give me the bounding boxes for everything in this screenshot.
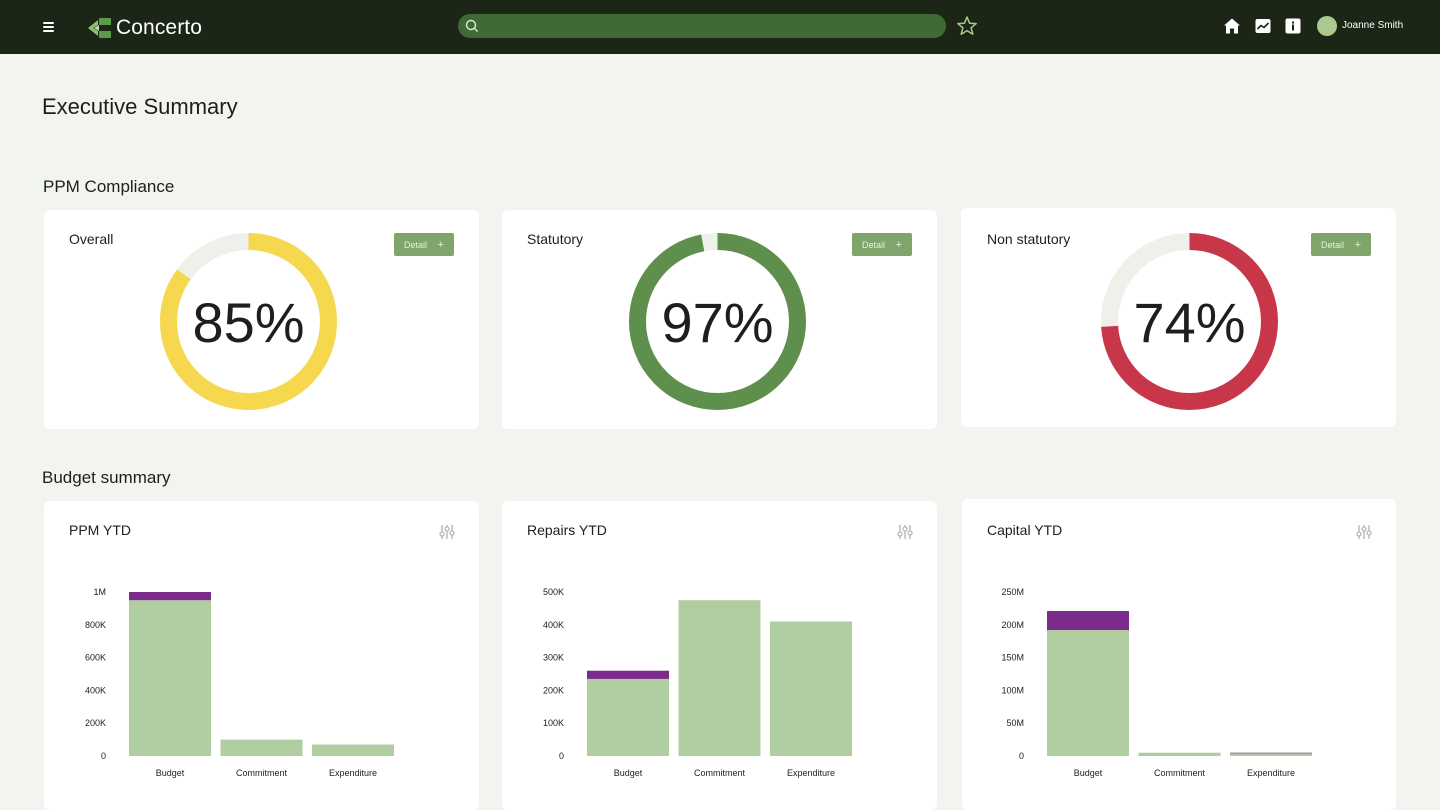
search-input[interactable] <box>458 14 946 38</box>
category-label: Budget <box>156 768 185 778</box>
y-tick-label: 600K <box>85 653 106 663</box>
category-label: Commitment <box>694 768 746 778</box>
gauge-arc <box>160 233 337 410</box>
repairs-ytd-card: Repairs YTD 500K 400K 300K 200K 100K 0 Budget C… <box>502 501 937 810</box>
sliders-icon[interactable] <box>1356 524 1372 540</box>
capital-ytd-card: Capital YTD 250M 200M 150M 100M 50M 0 Budget Co… <box>962 499 1396 810</box>
app-logo[interactable]: Concerto <box>86 14 202 42</box>
overall-compliance-card: Overall Detail + 85% <box>44 210 479 429</box>
overall-detail-button[interactable]: Detail + <box>394 233 454 256</box>
gauge-value: 97% <box>661 291 774 354</box>
gauge-value: 74% <box>1133 291 1246 354</box>
statutory-gauge: 97% <box>629 233 806 410</box>
detail-label: Detail <box>862 239 886 250</box>
star-icon[interactable] <box>956 15 978 37</box>
detail-label: Detail <box>404 239 428 250</box>
card-title: Capital YTD <box>987 522 1063 538</box>
bar-segment-main[interactable] <box>312 744 394 756</box>
page-title: Executive Summary <box>42 94 238 119</box>
home-icon[interactable] <box>1223 17 1241 35</box>
bar-segment-top[interactable] <box>129 592 211 601</box>
bar-segment-main[interactable] <box>1230 753 1312 756</box>
bar-segment-main[interactable] <box>587 678 669 756</box>
compliance-section-title: PPM Compliance <box>43 177 175 196</box>
y-tick-label: 250M <box>1001 587 1024 597</box>
y-tick-label: 200M <box>1001 620 1024 630</box>
y-tick-label: 150M <box>1001 653 1024 663</box>
sliders-icon[interactable] <box>439 524 455 540</box>
bar-segment-main[interactable] <box>678 600 761 756</box>
y-tick-label: 800K <box>85 620 106 630</box>
user-name[interactable]: Joanne Smith <box>1342 20 1404 31</box>
category-label: Commitment <box>1154 768 1206 778</box>
y-tick-label: 0 <box>101 751 106 761</box>
bar-segment-main[interactable] <box>1138 752 1221 756</box>
y-tick-label: 50M <box>1006 718 1024 728</box>
category-label: Budget <box>1074 768 1103 778</box>
y-tick-label: 1M <box>93 587 106 597</box>
y-tick-label: 0 <box>559 751 564 761</box>
category-label: Expenditure <box>1247 768 1295 778</box>
card-title: Overall <box>69 231 114 247</box>
plus-icon: + <box>895 238 902 251</box>
menu-icon[interactable] <box>38 16 60 38</box>
y-tick-label: 200K <box>543 685 564 695</box>
capital-ytd-chart: 250M 200M 150M 100M 50M 0 Budget Commitment Expe… <box>1001 587 1312 778</box>
bar-segment-top[interactable] <box>587 670 669 679</box>
repairs-ytd-chart: 500K 400K 300K 200K 100K 0 Budget Commitment Exp… <box>543 587 852 778</box>
plus-icon: + <box>1354 238 1361 251</box>
y-tick-label: 100M <box>1001 685 1024 695</box>
non-statutory-detail-button[interactable]: Detail + <box>1311 233 1371 256</box>
overall-gauge: 85% <box>160 233 337 410</box>
ppm-ytd-chart: 1M 800K 600K 400K 200K 0 Budget Commitment Expen… <box>85 587 394 778</box>
info-icon[interactable] <box>1284 17 1302 35</box>
y-tick-label: 400K <box>85 685 106 695</box>
bar-segment-top[interactable] <box>1047 611 1129 631</box>
detail-label: Detail <box>1321 239 1345 250</box>
card-title: Repairs YTD <box>527 522 607 538</box>
plus-icon: + <box>437 238 444 251</box>
y-tick-label: 200K <box>85 718 106 728</box>
budget-section-title: Budget summary <box>42 468 171 487</box>
ppm-ytd-card: PPM YTD 1M 800K 600K 400K 200K 0 Budget Commitm… <box>44 501 479 810</box>
bar-segment-main[interactable] <box>220 739 303 756</box>
category-label: Expenditure <box>329 768 377 778</box>
bar-segment-main[interactable] <box>770 621 852 756</box>
gauge-value: 85% <box>192 291 305 354</box>
category-label: Budget <box>614 768 643 778</box>
bar-segment-top[interactable] <box>1230 752 1312 754</box>
statutory-detail-button[interactable]: Detail + <box>852 233 912 256</box>
card-title: Statutory <box>527 231 584 247</box>
non-statutory-compliance-card: Non statutory Detail + 74% <box>961 208 1396 427</box>
y-tick-label: 100K <box>543 718 564 728</box>
category-label: Expenditure <box>787 768 835 778</box>
y-tick-label: 400K <box>543 620 564 630</box>
y-tick-label: 300K <box>543 653 564 663</box>
chart-icon[interactable] <box>1254 17 1272 35</box>
sliders-icon[interactable] <box>897 524 913 540</box>
card-title: PPM YTD <box>69 522 131 538</box>
avatar[interactable] <box>1317 16 1337 36</box>
app-name: Concerto <box>116 16 203 39</box>
top-bar: Concerto Joanne Smith <box>0 0 1440 54</box>
gauge-arc <box>629 233 806 410</box>
card-title: Non statutory <box>987 231 1071 247</box>
y-tick-label: 500K <box>543 587 564 597</box>
non-statutory-gauge: 74% <box>1101 233 1278 410</box>
bar-segment-main[interactable] <box>1047 630 1129 756</box>
gauge-arc <box>1101 233 1278 410</box>
statutory-compliance-card: Statutory Detail + 97% <box>502 210 937 429</box>
y-tick-label: 0 <box>1019 751 1024 761</box>
logo-icon <box>88 18 111 38</box>
category-label: Commitment <box>236 768 288 778</box>
bar-segment-main[interactable] <box>129 600 211 756</box>
